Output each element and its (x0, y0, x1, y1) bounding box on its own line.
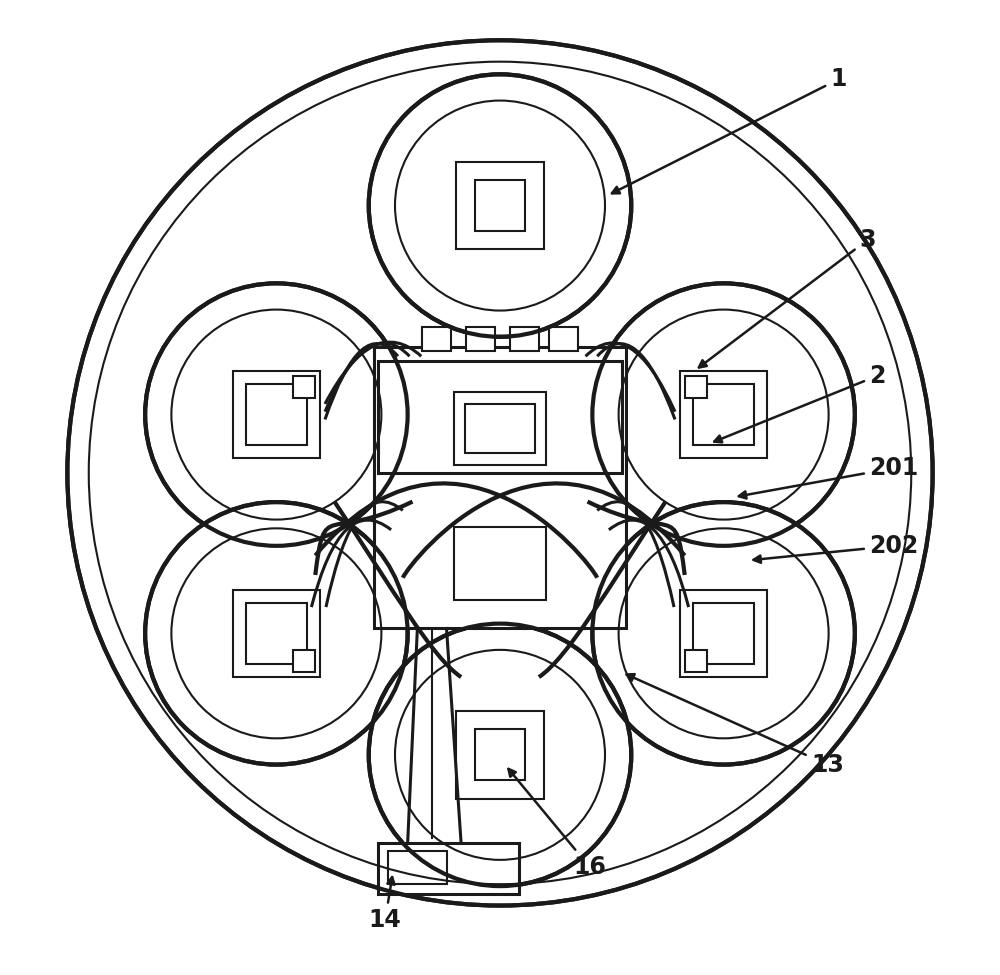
Text: 2: 2 (714, 364, 886, 443)
Bar (466, 327, 495, 351)
Circle shape (592, 284, 855, 546)
Bar (293, 650, 315, 672)
Bar (693, 603, 754, 664)
Bar (378, 361, 622, 474)
Bar (680, 590, 767, 677)
Bar (293, 376, 315, 398)
Bar (233, 590, 320, 677)
Text: 3: 3 (699, 227, 876, 368)
Bar (456, 711, 544, 799)
Circle shape (592, 502, 855, 764)
Bar (549, 327, 578, 351)
Bar (475, 729, 525, 780)
Text: 1: 1 (612, 67, 847, 193)
Text: 201: 201 (739, 456, 919, 498)
Circle shape (67, 40, 933, 906)
Text: 13: 13 (627, 674, 844, 776)
Text: 16: 16 (508, 769, 606, 878)
Bar (510, 327, 539, 351)
Circle shape (369, 624, 631, 886)
Bar (465, 404, 535, 453)
Bar (246, 384, 307, 446)
Bar (422, 327, 451, 351)
Bar (233, 370, 320, 458)
Text: 202: 202 (753, 534, 919, 563)
Bar (456, 162, 544, 250)
Text: 14: 14 (369, 878, 402, 932)
Bar (388, 851, 447, 884)
Bar (685, 650, 707, 672)
Bar (374, 346, 626, 629)
Bar (454, 527, 546, 601)
Bar (454, 392, 546, 465)
Circle shape (145, 284, 408, 546)
Bar (246, 603, 307, 664)
Bar (378, 843, 519, 894)
Bar (680, 370, 767, 458)
Circle shape (145, 502, 408, 764)
Bar (693, 384, 754, 446)
Bar (685, 376, 707, 398)
Bar (475, 180, 525, 231)
Circle shape (369, 74, 631, 336)
